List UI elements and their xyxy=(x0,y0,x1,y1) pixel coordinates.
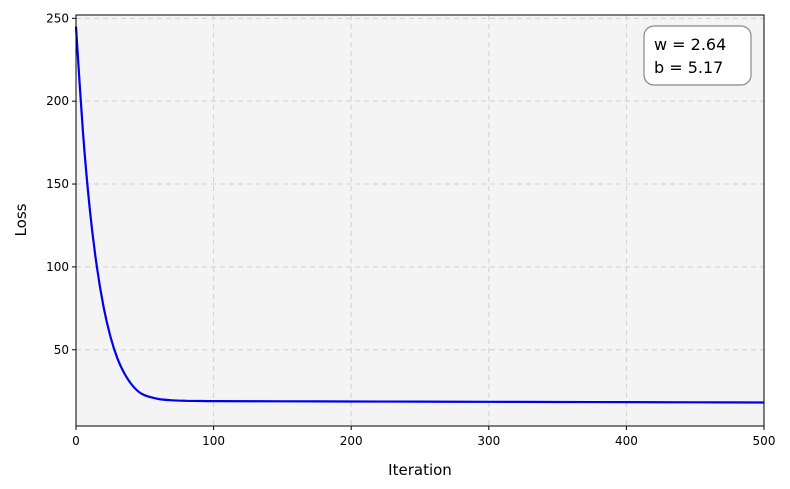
x-tick-label: 300 xyxy=(477,434,500,448)
x-tick-label: 200 xyxy=(340,434,363,448)
x-tick-label: 500 xyxy=(753,434,776,448)
y-tick-label: 50 xyxy=(54,343,69,357)
annotation-box xyxy=(643,25,752,86)
y-tick-label: 200 xyxy=(46,94,69,108)
parameter-annotation: w = 2.64 b = 5.17 xyxy=(643,25,752,86)
annotation-line-b: b = 5.17 xyxy=(654,58,723,77)
x-tick-label: 0 xyxy=(72,434,80,448)
annotation-line-w: w = 2.64 xyxy=(654,35,726,54)
y-axis-title: Loss xyxy=(12,203,30,236)
plot-frame xyxy=(75,14,765,427)
y-tick-label: 250 xyxy=(46,11,69,25)
x-tick-label: 400 xyxy=(615,434,638,448)
axis-ticks: 0 100 200 300 400 500 50 100 150 200 250 xyxy=(46,11,775,448)
y-tick-label: 100 xyxy=(46,260,69,274)
x-tick-label: 100 xyxy=(202,434,225,448)
y-tick-label: 150 xyxy=(46,177,69,191)
x-axis-title: Iteration xyxy=(388,461,452,479)
loss-curve-line xyxy=(74,26,765,404)
